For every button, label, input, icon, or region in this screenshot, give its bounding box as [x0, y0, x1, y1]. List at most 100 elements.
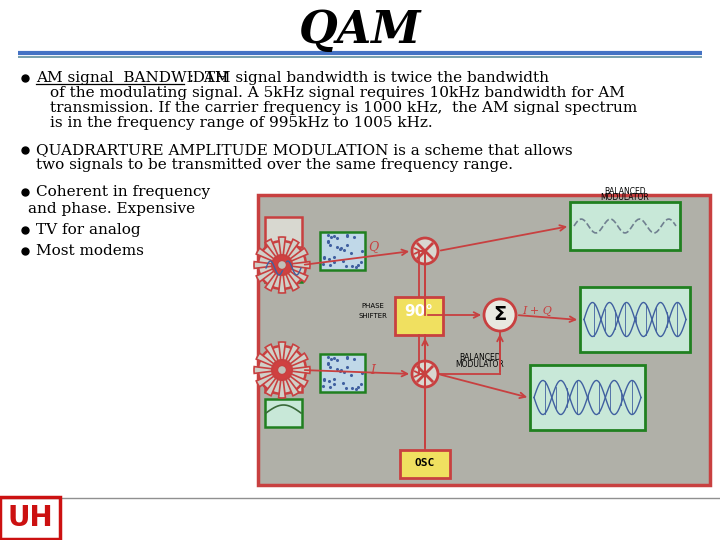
- Text: SHIFTER: SHIFTER: [359, 313, 387, 319]
- Circle shape: [277, 260, 287, 269]
- Wedge shape: [279, 237, 285, 265]
- Text: PHASE: PHASE: [361, 303, 384, 309]
- Wedge shape: [256, 353, 282, 370]
- Point: [356, 247, 367, 255]
- Text: and phase. Expensive: and phase. Expensive: [28, 202, 195, 216]
- Text: QUADRARTURE AMPLITUDE MODULATION is a scheme that allows: QUADRARTURE AMPLITUDE MODULATION is a sc…: [36, 143, 572, 157]
- Point: [329, 375, 341, 384]
- Point: [323, 358, 334, 367]
- Text: MODULATOR: MODULATOR: [600, 193, 649, 202]
- Wedge shape: [256, 265, 282, 282]
- Point: [324, 377, 336, 386]
- Wedge shape: [282, 265, 307, 282]
- Point: [325, 383, 336, 391]
- Wedge shape: [282, 248, 307, 265]
- Point: [323, 353, 334, 361]
- Text: TV for analog: TV for analog: [36, 223, 140, 237]
- Circle shape: [258, 346, 306, 394]
- Point: [341, 232, 352, 240]
- Bar: [395, 297, 443, 335]
- Text: of the modulating signal. A 5kHz signal requires 10kHz bandwidth for AM: of the modulating signal. A 5kHz signal …: [50, 86, 625, 100]
- Point: [335, 244, 346, 252]
- Circle shape: [272, 360, 292, 380]
- Text: Most modems: Most modems: [36, 244, 144, 258]
- Point: [331, 233, 343, 242]
- Wedge shape: [265, 370, 282, 396]
- Wedge shape: [282, 344, 299, 370]
- Text: QAM: QAM: [299, 9, 421, 51]
- Text: :  AM signal bandwidth is twice the bandwidth: : AM signal bandwidth is twice the bandw…: [184, 71, 549, 85]
- Circle shape: [272, 255, 292, 275]
- Point: [346, 261, 358, 270]
- Wedge shape: [279, 342, 285, 370]
- Bar: [320, 354, 365, 392]
- Wedge shape: [282, 367, 310, 374]
- Point: [328, 232, 340, 240]
- Point: [319, 375, 330, 384]
- Point: [355, 380, 366, 388]
- Point: [348, 232, 360, 241]
- Point: [341, 240, 352, 249]
- Text: AM signal  BANDWIDTH: AM signal BANDWIDTH: [36, 71, 228, 85]
- Text: BALANCED: BALANCED: [604, 187, 646, 196]
- Text: Σ: Σ: [493, 305, 507, 323]
- Text: I: I: [371, 363, 376, 376]
- Wedge shape: [256, 248, 282, 265]
- Bar: [258, 195, 710, 485]
- Bar: [265, 362, 302, 392]
- Point: [341, 384, 352, 393]
- Point: [328, 354, 340, 362]
- Point: [346, 249, 357, 258]
- Point: [332, 365, 343, 374]
- Point: [341, 262, 352, 271]
- Wedge shape: [279, 265, 285, 293]
- Point: [341, 353, 352, 362]
- Point: [318, 375, 330, 383]
- Point: [317, 260, 328, 268]
- Point: [317, 382, 328, 390]
- Point: [325, 261, 336, 269]
- Point: [325, 233, 336, 241]
- Wedge shape: [265, 344, 282, 370]
- Bar: [265, 254, 302, 282]
- Point: [323, 236, 334, 245]
- Bar: [265, 399, 302, 427]
- Wedge shape: [282, 353, 307, 370]
- Point: [341, 362, 352, 371]
- Wedge shape: [254, 261, 282, 268]
- Circle shape: [277, 366, 287, 375]
- Point: [323, 231, 334, 239]
- Wedge shape: [282, 265, 299, 291]
- Text: Coherent in frequency: Coherent in frequency: [36, 185, 210, 199]
- Point: [341, 231, 353, 239]
- Point: [328, 258, 340, 266]
- Text: Q: Q: [368, 240, 378, 253]
- Point: [351, 262, 362, 271]
- Wedge shape: [254, 367, 282, 374]
- Point: [322, 237, 333, 246]
- Text: transmission. If the carrier frequency is 1000 kHz,  the AM signal spectrum: transmission. If the carrier frequency i…: [50, 101, 637, 115]
- Point: [346, 371, 357, 380]
- Bar: [580, 287, 690, 352]
- Text: BALANCED: BALANCED: [459, 353, 501, 362]
- Point: [352, 382, 364, 391]
- Text: two signals to be transmitted over the same frequency range.: two signals to be transmitted over the s…: [36, 158, 513, 172]
- Text: MODULATOR: MODULATOR: [456, 360, 505, 369]
- Point: [338, 368, 349, 376]
- Point: [341, 353, 353, 361]
- Point: [334, 367, 346, 376]
- Point: [352, 260, 364, 269]
- Point: [324, 255, 336, 264]
- Text: I + Q: I + Q: [522, 306, 552, 316]
- Bar: [570, 202, 680, 250]
- Point: [351, 384, 362, 393]
- Bar: [320, 232, 365, 270]
- Circle shape: [258, 241, 306, 289]
- Text: 90°: 90°: [405, 304, 433, 319]
- Point: [331, 355, 343, 364]
- Point: [356, 369, 367, 377]
- Circle shape: [412, 238, 438, 264]
- Point: [328, 380, 340, 388]
- Circle shape: [412, 361, 438, 387]
- Point: [334, 245, 346, 254]
